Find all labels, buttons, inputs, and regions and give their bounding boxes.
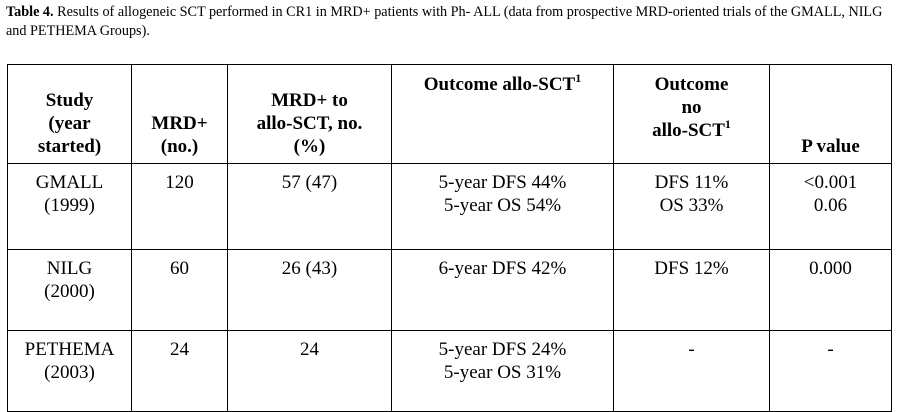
cell-study: PETHEMA (2003) xyxy=(7,330,132,412)
cell-outcome-allo: 5-year DFS 24% 5-year OS 31% xyxy=(391,330,614,412)
table-row: GMALL (1999) 120 57 (47) 5-year DFS 44% … xyxy=(7,163,892,250)
cell-outcome-no-allo: DFS 11% OS 33% xyxy=(613,163,770,250)
caption-text: Results of allogeneic SCT performed in C… xyxy=(6,4,883,39)
cell-outcome-allo: 6-year DFS 42% xyxy=(391,249,614,331)
cell-study: GMALL (1999) xyxy=(7,163,132,250)
results-table: Study (year started) MRD+ (no.) MRD+ to … xyxy=(7,64,892,412)
header-p-value: P value xyxy=(769,64,892,164)
header-outcome-no-allo: Outcome no allo-SCT1 xyxy=(613,64,770,164)
cell-mrd: 120 xyxy=(131,163,228,250)
header-outcome-allo: Outcome allo-SCT1 xyxy=(391,64,614,164)
cell-outcome-no-allo: DFS 12% xyxy=(613,249,770,331)
header-row: Study (year started) MRD+ (no.) MRD+ to … xyxy=(7,64,892,164)
table-row: PETHEMA (2003) 24 24 5-year DFS 24% 5-ye… xyxy=(7,330,892,412)
header-mrd: MRD+ (no.) xyxy=(131,64,228,164)
cell-p-value: <0.001 0.06 xyxy=(769,163,892,250)
cell-mrd: 60 xyxy=(131,249,228,331)
caption-label: Table 4. xyxy=(6,4,54,20)
cell-study: NILG (2000) xyxy=(7,249,132,331)
cell-mrd-to-allo: 57 (47) xyxy=(227,163,392,250)
table-caption: Table 4. Results of allogeneic SCT perfo… xyxy=(6,3,891,41)
cell-outcome-no-allo: - xyxy=(613,330,770,412)
cell-mrd: 24 xyxy=(131,330,228,412)
cell-outcome-allo: 5-year DFS 44% 5-year OS 54% xyxy=(391,163,614,250)
header-mrd-to-allo: MRD+ to allo-SCT, no. (%) xyxy=(227,64,392,164)
cell-mrd-to-allo: 26 (43) xyxy=(227,249,392,331)
table-row: NILG (2000) 60 26 (43) 6-year DFS 42% DF… xyxy=(7,249,892,331)
cell-p-value: 0.000 xyxy=(769,249,892,331)
cell-p-value: - xyxy=(769,330,892,412)
cell-mrd-to-allo: 24 xyxy=(227,330,392,412)
header-study: Study (year started) xyxy=(7,64,132,164)
